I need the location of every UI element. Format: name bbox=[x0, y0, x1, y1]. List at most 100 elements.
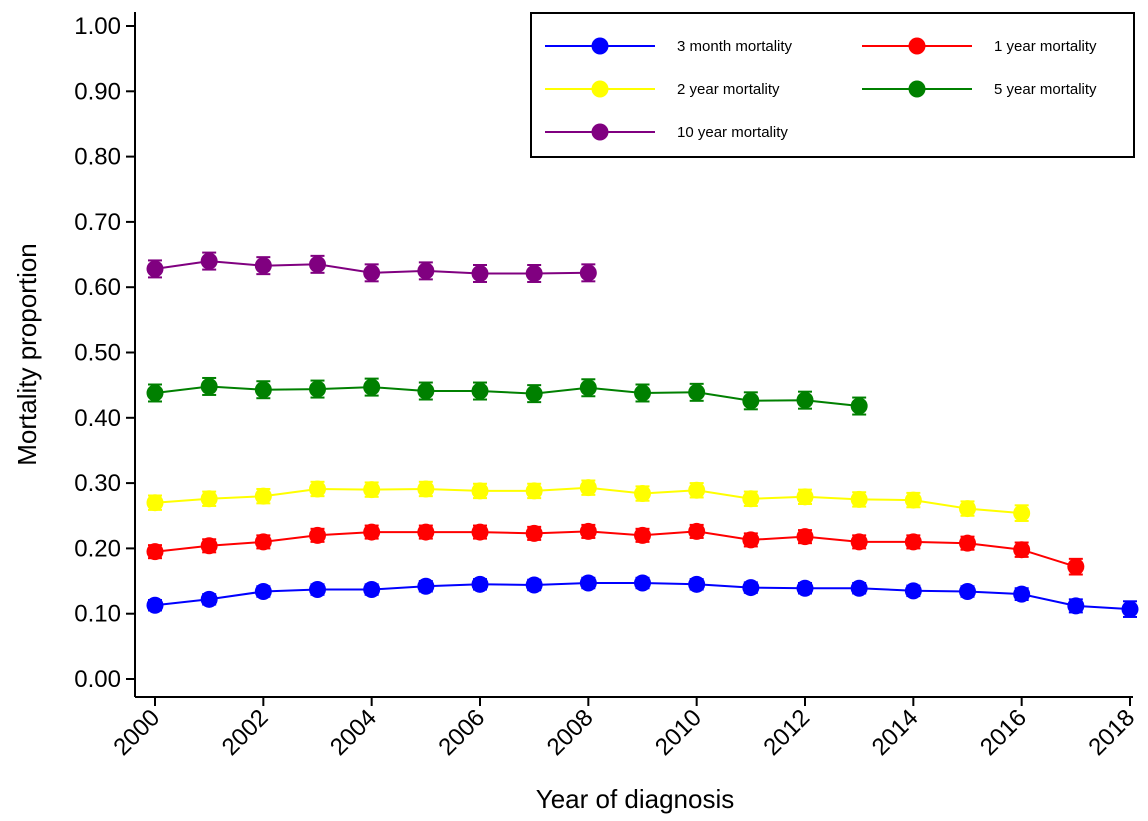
data-point bbox=[471, 575, 489, 593]
x-tick-label: 2000 bbox=[108, 704, 165, 761]
data-point bbox=[1013, 541, 1031, 559]
data-point bbox=[417, 382, 435, 400]
data-point bbox=[904, 491, 922, 509]
y-tick-label: 0.50 bbox=[74, 340, 121, 367]
data-point bbox=[796, 579, 814, 597]
axes: 0.00 0.10 0.20 0.30 0.40 0.50 0.60 0.70 0.80 0.90… bbox=[74, 12, 1140, 761]
legend-entry: 1 year mortality bbox=[862, 37, 1097, 55]
data-point bbox=[742, 531, 760, 549]
data-point bbox=[688, 522, 706, 540]
data-point bbox=[471, 264, 489, 282]
data-point bbox=[796, 528, 814, 546]
data-point bbox=[796, 488, 814, 506]
data-point bbox=[254, 582, 272, 600]
data-point bbox=[959, 534, 976, 552]
data-point bbox=[363, 523, 381, 541]
y-tick-label: 0.10 bbox=[74, 601, 121, 628]
series-1-year-mortality bbox=[146, 522, 1085, 576]
data-point bbox=[417, 262, 435, 280]
data-point bbox=[850, 397, 868, 415]
data-point bbox=[363, 481, 381, 499]
data-point bbox=[254, 381, 272, 399]
data-point bbox=[200, 252, 218, 270]
data-point bbox=[363, 378, 381, 396]
data-point bbox=[254, 487, 272, 505]
data-point bbox=[146, 494, 164, 512]
data-point bbox=[904, 582, 922, 600]
data-point bbox=[688, 575, 706, 593]
legend-label: 1 year mortality bbox=[994, 38, 1097, 55]
x-tick-label: 2014 bbox=[867, 704, 924, 761]
data-point bbox=[742, 392, 760, 410]
x-tick-label: 2002 bbox=[217, 704, 274, 761]
data-point bbox=[579, 522, 597, 540]
y-tick-label: 0.40 bbox=[74, 405, 121, 432]
data-point bbox=[579, 379, 597, 397]
data-point bbox=[634, 384, 651, 402]
data-point bbox=[1121, 600, 1139, 618]
legend-entry: 10 year mortality bbox=[545, 123, 788, 141]
data-point bbox=[146, 260, 164, 278]
data-point bbox=[471, 523, 489, 541]
legend: 3 month mortality 1 year mortality 2 year … bbox=[530, 12, 1135, 158]
y-tick-label: 1.00 bbox=[74, 13, 121, 40]
data-point bbox=[254, 533, 272, 551]
data-point bbox=[525, 482, 543, 500]
x-tick-label: 2006 bbox=[433, 704, 490, 761]
data-point bbox=[1067, 597, 1085, 615]
x-axis-title: Year of diagnosis bbox=[536, 784, 735, 814]
data-point bbox=[309, 581, 326, 599]
x-tick-label: 2018 bbox=[1083, 704, 1140, 761]
data-point bbox=[417, 523, 435, 541]
data-point bbox=[254, 257, 272, 275]
legend-swatch-marker bbox=[908, 80, 926, 98]
data-point bbox=[309, 526, 326, 544]
data-point bbox=[742, 579, 760, 597]
x-tick-label: 2012 bbox=[758, 704, 815, 761]
y-tick-label: 0.60 bbox=[74, 274, 121, 301]
series-10-year-mortality bbox=[146, 251, 597, 283]
data-point bbox=[959, 500, 976, 518]
data-point bbox=[525, 524, 543, 542]
legend-label: 2 year mortality bbox=[677, 81, 780, 98]
legend-swatch-marker bbox=[908, 37, 926, 55]
data-point bbox=[363, 581, 381, 599]
data-point bbox=[688, 383, 706, 401]
y-tick-label: 0.80 bbox=[74, 144, 121, 171]
data-point bbox=[146, 384, 164, 402]
legend-swatch-marker bbox=[591, 123, 609, 141]
legend-entry: 3 month mortality bbox=[545, 37, 793, 55]
data-point bbox=[959, 582, 976, 600]
data-point bbox=[579, 264, 597, 282]
data-point bbox=[634, 574, 651, 592]
data-point bbox=[309, 255, 326, 273]
data-point bbox=[525, 385, 543, 403]
data-point bbox=[634, 485, 651, 503]
data-point bbox=[688, 481, 706, 499]
y-tick-label: 0.00 bbox=[74, 666, 121, 693]
data-point bbox=[1013, 585, 1031, 603]
data-point bbox=[850, 533, 868, 551]
data-point bbox=[525, 264, 543, 282]
series-line bbox=[154, 530, 1077, 568]
data-point bbox=[634, 526, 651, 544]
y-tick-label: 0.70 bbox=[74, 209, 121, 236]
series-3-month-mortality bbox=[146, 574, 1139, 618]
data-point bbox=[742, 490, 760, 508]
data-point bbox=[200, 590, 218, 608]
series-layer bbox=[146, 251, 1139, 618]
data-point bbox=[579, 479, 597, 497]
data-point bbox=[200, 490, 218, 508]
data-point bbox=[417, 480, 435, 498]
x-tick-label: 2016 bbox=[975, 704, 1032, 761]
data-point bbox=[309, 480, 326, 498]
data-point bbox=[200, 537, 218, 555]
series-5-year-mortality bbox=[146, 376, 868, 416]
data-point bbox=[471, 482, 489, 500]
data-point bbox=[471, 382, 489, 400]
legend-label: 10 year mortality bbox=[677, 124, 788, 141]
x-tick-label: 2004 bbox=[325, 704, 382, 761]
series-line bbox=[154, 385, 860, 407]
data-point bbox=[1013, 504, 1031, 522]
